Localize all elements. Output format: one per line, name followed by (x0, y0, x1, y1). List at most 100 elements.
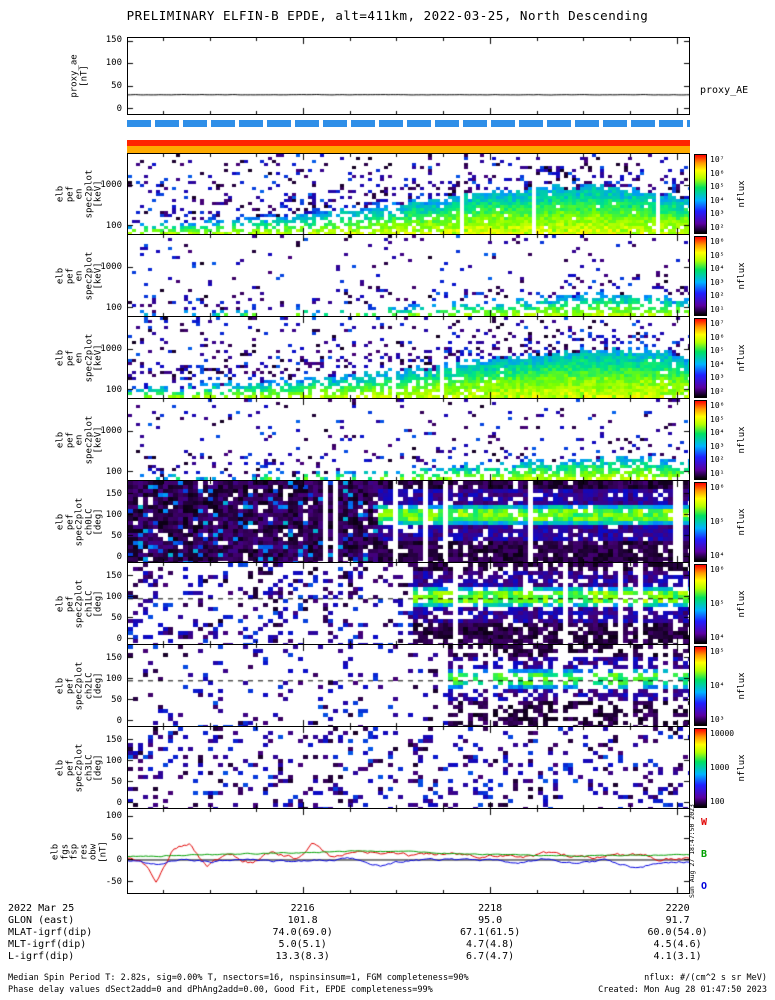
epde-energy-spec-d-colorbar-tick: 10¹ (710, 469, 725, 478)
epde-energy-spec-a-colorbar-tick: 10⁶ (710, 168, 725, 178)
epde-energy-spec-b-colorbar-tick: 10¹ (710, 305, 725, 314)
series-label-B: B (701, 849, 708, 860)
epde-energy-spec-b-colorbar-unit: nflux (737, 262, 747, 290)
epde-energy-spec-a-ylabel: elb pef en spec2plot [keV] (55, 169, 104, 219)
epde-pitch-ch2-ytick-100: 100 (105, 673, 122, 684)
footer-units-label: nflux: #/(cm^2 s sr MeV) (644, 973, 767, 983)
epde-pitch-ch1-ytick-50: 50 (111, 612, 122, 623)
panel-epde-pitch-ch0 (127, 481, 690, 563)
epde-energy-spec-a-colorbar-unit: nflux (737, 180, 747, 208)
epde-pitch-ch0-canvas (128, 481, 689, 562)
fgm-residual-obw-canvas (128, 809, 689, 893)
panel-epde-energy-spec-c (127, 317, 690, 399)
epde-pitch-ch0-colorbar-unit: nflux (737, 508, 747, 536)
x-axis-tick-label: 2218 (478, 903, 503, 914)
epde-energy-spec-a-colorbar-tick: 10⁴ (710, 195, 725, 205)
x-axis-tick-label: 2216 (290, 903, 315, 914)
epde-energy-spec-d-colorbar-tick: 10² (710, 455, 725, 465)
panel-fgm-residual-obw (127, 809, 690, 894)
epde-pitch-ch1-canvas (128, 563, 689, 644)
epde-energy-spec-c-colorbar-tick: 10³ (710, 373, 725, 383)
quality-bar-red (127, 140, 690, 146)
epde-energy-spec-c-colorbar-unit: nflux (737, 344, 747, 372)
epde-pitch-ch3-colorbar (694, 728, 707, 808)
epde-energy-spec-d-colorbar-tick: 10³ (710, 441, 725, 451)
epde-pitch-ch0-colorbar-tick: 10⁴ (710, 551, 725, 560)
proxy-ae-ytick-50: 50 (111, 81, 122, 92)
fgm-residual-obw-ytick--50: -50 (105, 877, 122, 888)
axis-row-value: 4.1(3.1) (653, 951, 702, 962)
axis-row-label: GLON (east) (8, 915, 75, 926)
fgm-residual-obw-ytick-100: 100 (105, 811, 122, 822)
x-axis-tick-label: 2220 (665, 903, 690, 914)
axis-row-label: MLT-igrf(dip) (8, 939, 87, 950)
axis-row-label: L-igrf(dip) (8, 951, 75, 962)
proxy-ae-right-label: proxy_AE (700, 85, 749, 96)
epde-energy-spec-b-colorbar-tick: 10² (710, 291, 725, 301)
panel-epde-pitch-ch2 (127, 645, 690, 727)
epde-energy-spec-b-ytick-1000: 1000 (100, 261, 122, 272)
axis-row-value: 5.0(5.1) (278, 939, 327, 950)
axis-row-value: 101.8 (287, 915, 318, 926)
epde-pitch-ch3-colorbar-tick: 1000 (710, 763, 730, 772)
epde-pitch-ch3-colorbar-tick: 10000 (710, 729, 735, 738)
axis-row-value: 67.1(61.5) (460, 927, 521, 938)
epde-pitch-ch3-canvas (128, 727, 689, 808)
epde-pitch-ch2-colorbar-unit: nflux (737, 672, 747, 700)
epde-energy-spec-a-colorbar (694, 154, 707, 234)
epde-energy-spec-a-ytick-100: 100 (105, 220, 122, 231)
epde-pitch-ch3-colorbar-unit: nflux (737, 754, 747, 782)
epde-pitch-ch1-ytick-0: 0 (116, 633, 122, 644)
epde-energy-spec-b-ytick-100: 100 (105, 302, 122, 313)
epde-energy-spec-d-colorbar-tick: 10⁵ (710, 414, 725, 424)
epde-energy-spec-c-ytick-1000: 1000 (100, 343, 122, 354)
panel-epde-pitch-ch3 (127, 727, 690, 809)
quality-bar-orange (127, 146, 690, 153)
axis-row-value: 13.3(8.3) (275, 951, 330, 962)
epde-energy-spec-d-colorbar-tick: 10⁶ (710, 401, 725, 410)
x-axis-date-label: 2022 Mar 25 (8, 903, 75, 914)
epde-pitch-ch0-colorbar-tick: 10⁵ (710, 517, 725, 526)
epde-energy-spec-b-colorbar-tick: 10⁶ (710, 237, 725, 246)
epde-energy-spec-c-colorbar-tick: 10⁷ (710, 319, 725, 328)
axis-row-value: 95.0 (478, 915, 503, 926)
footer-created-label: Created: Mon Aug 28 01:47:50 2023 (598, 985, 767, 995)
epde-pitch-ch0-ytick-50: 50 (111, 530, 122, 541)
epde-pitch-ch3-colorbar-tick: 100 (710, 797, 725, 806)
panel-epde-pitch-ch1 (127, 563, 690, 645)
epde-energy-spec-c-colorbar-tick: 10⁵ (710, 346, 725, 356)
axis-row-value: 4.5(4.6) (653, 939, 702, 950)
axis-row-value: 6.7(4.7) (466, 951, 515, 962)
epde-energy-spec-a-colorbar-tick: 10³ (710, 209, 725, 219)
epde-pitch-ch1-colorbar-tick: 10⁴ (710, 633, 725, 642)
panel-epde-energy-spec-d (127, 399, 690, 481)
epde-pitch-ch2-colorbar-tick: 10³ (710, 715, 725, 724)
epde-energy-spec-c-canvas (128, 317, 689, 398)
epde-energy-spec-a-colorbar-tick: 10² (710, 223, 725, 232)
epde-energy-spec-c-ytick-100: 100 (105, 384, 122, 395)
axis-row-value: 74.0(69.0) (272, 927, 333, 938)
epde-pitch-ch2-colorbar-tick: 10⁴ (710, 681, 725, 690)
epde-pitch-ch2-ytick-50: 50 (111, 694, 122, 705)
epde-energy-spec-c-ylabel: elb pef en spec2plot [keV] (55, 333, 104, 383)
epde-energy-spec-d-colorbar-tick: 10⁴ (710, 428, 725, 438)
epde-pitch-ch3-ytick-50: 50 (111, 776, 122, 787)
epde-energy-spec-c-colorbar-tick: 10⁶ (710, 332, 725, 342)
epde-energy-spec-b-ylabel: elb pef en spec2plot [keV] (55, 251, 104, 301)
series-label-W: W (701, 817, 708, 828)
epde-energy-spec-a-canvas (128, 154, 689, 234)
epde-pitch-ch0-ytick-0: 0 (116, 551, 122, 562)
epde-pitch-ch1-ytick-100: 100 (105, 591, 122, 602)
epde-energy-spec-b-colorbar-tick: 10⁴ (710, 264, 725, 274)
epde-energy-spec-b-colorbar-tick: 10³ (710, 277, 725, 287)
epde-pitch-ch3-ytick-0: 0 (116, 797, 122, 808)
epde-pitch-ch2-colorbar-tick: 10⁵ (710, 647, 725, 656)
epde-energy-spec-d-ytick-100: 100 (105, 466, 122, 477)
plot-title: PRELIMINARY ELFIN-B EPDE, alt=411km, 202… (126, 8, 649, 23)
axis-row-label: MLAT-igrf(dip) (8, 927, 93, 938)
axis-row-value: 91.7 (665, 915, 690, 926)
epde-pitch-ch2-ytick-0: 0 (116, 715, 122, 726)
epde-energy-spec-b-colorbar (694, 236, 707, 316)
epde-energy-spec-a-colorbar-tick: 10⁷ (710, 155, 725, 164)
proxy-ae-canvas (128, 38, 689, 114)
